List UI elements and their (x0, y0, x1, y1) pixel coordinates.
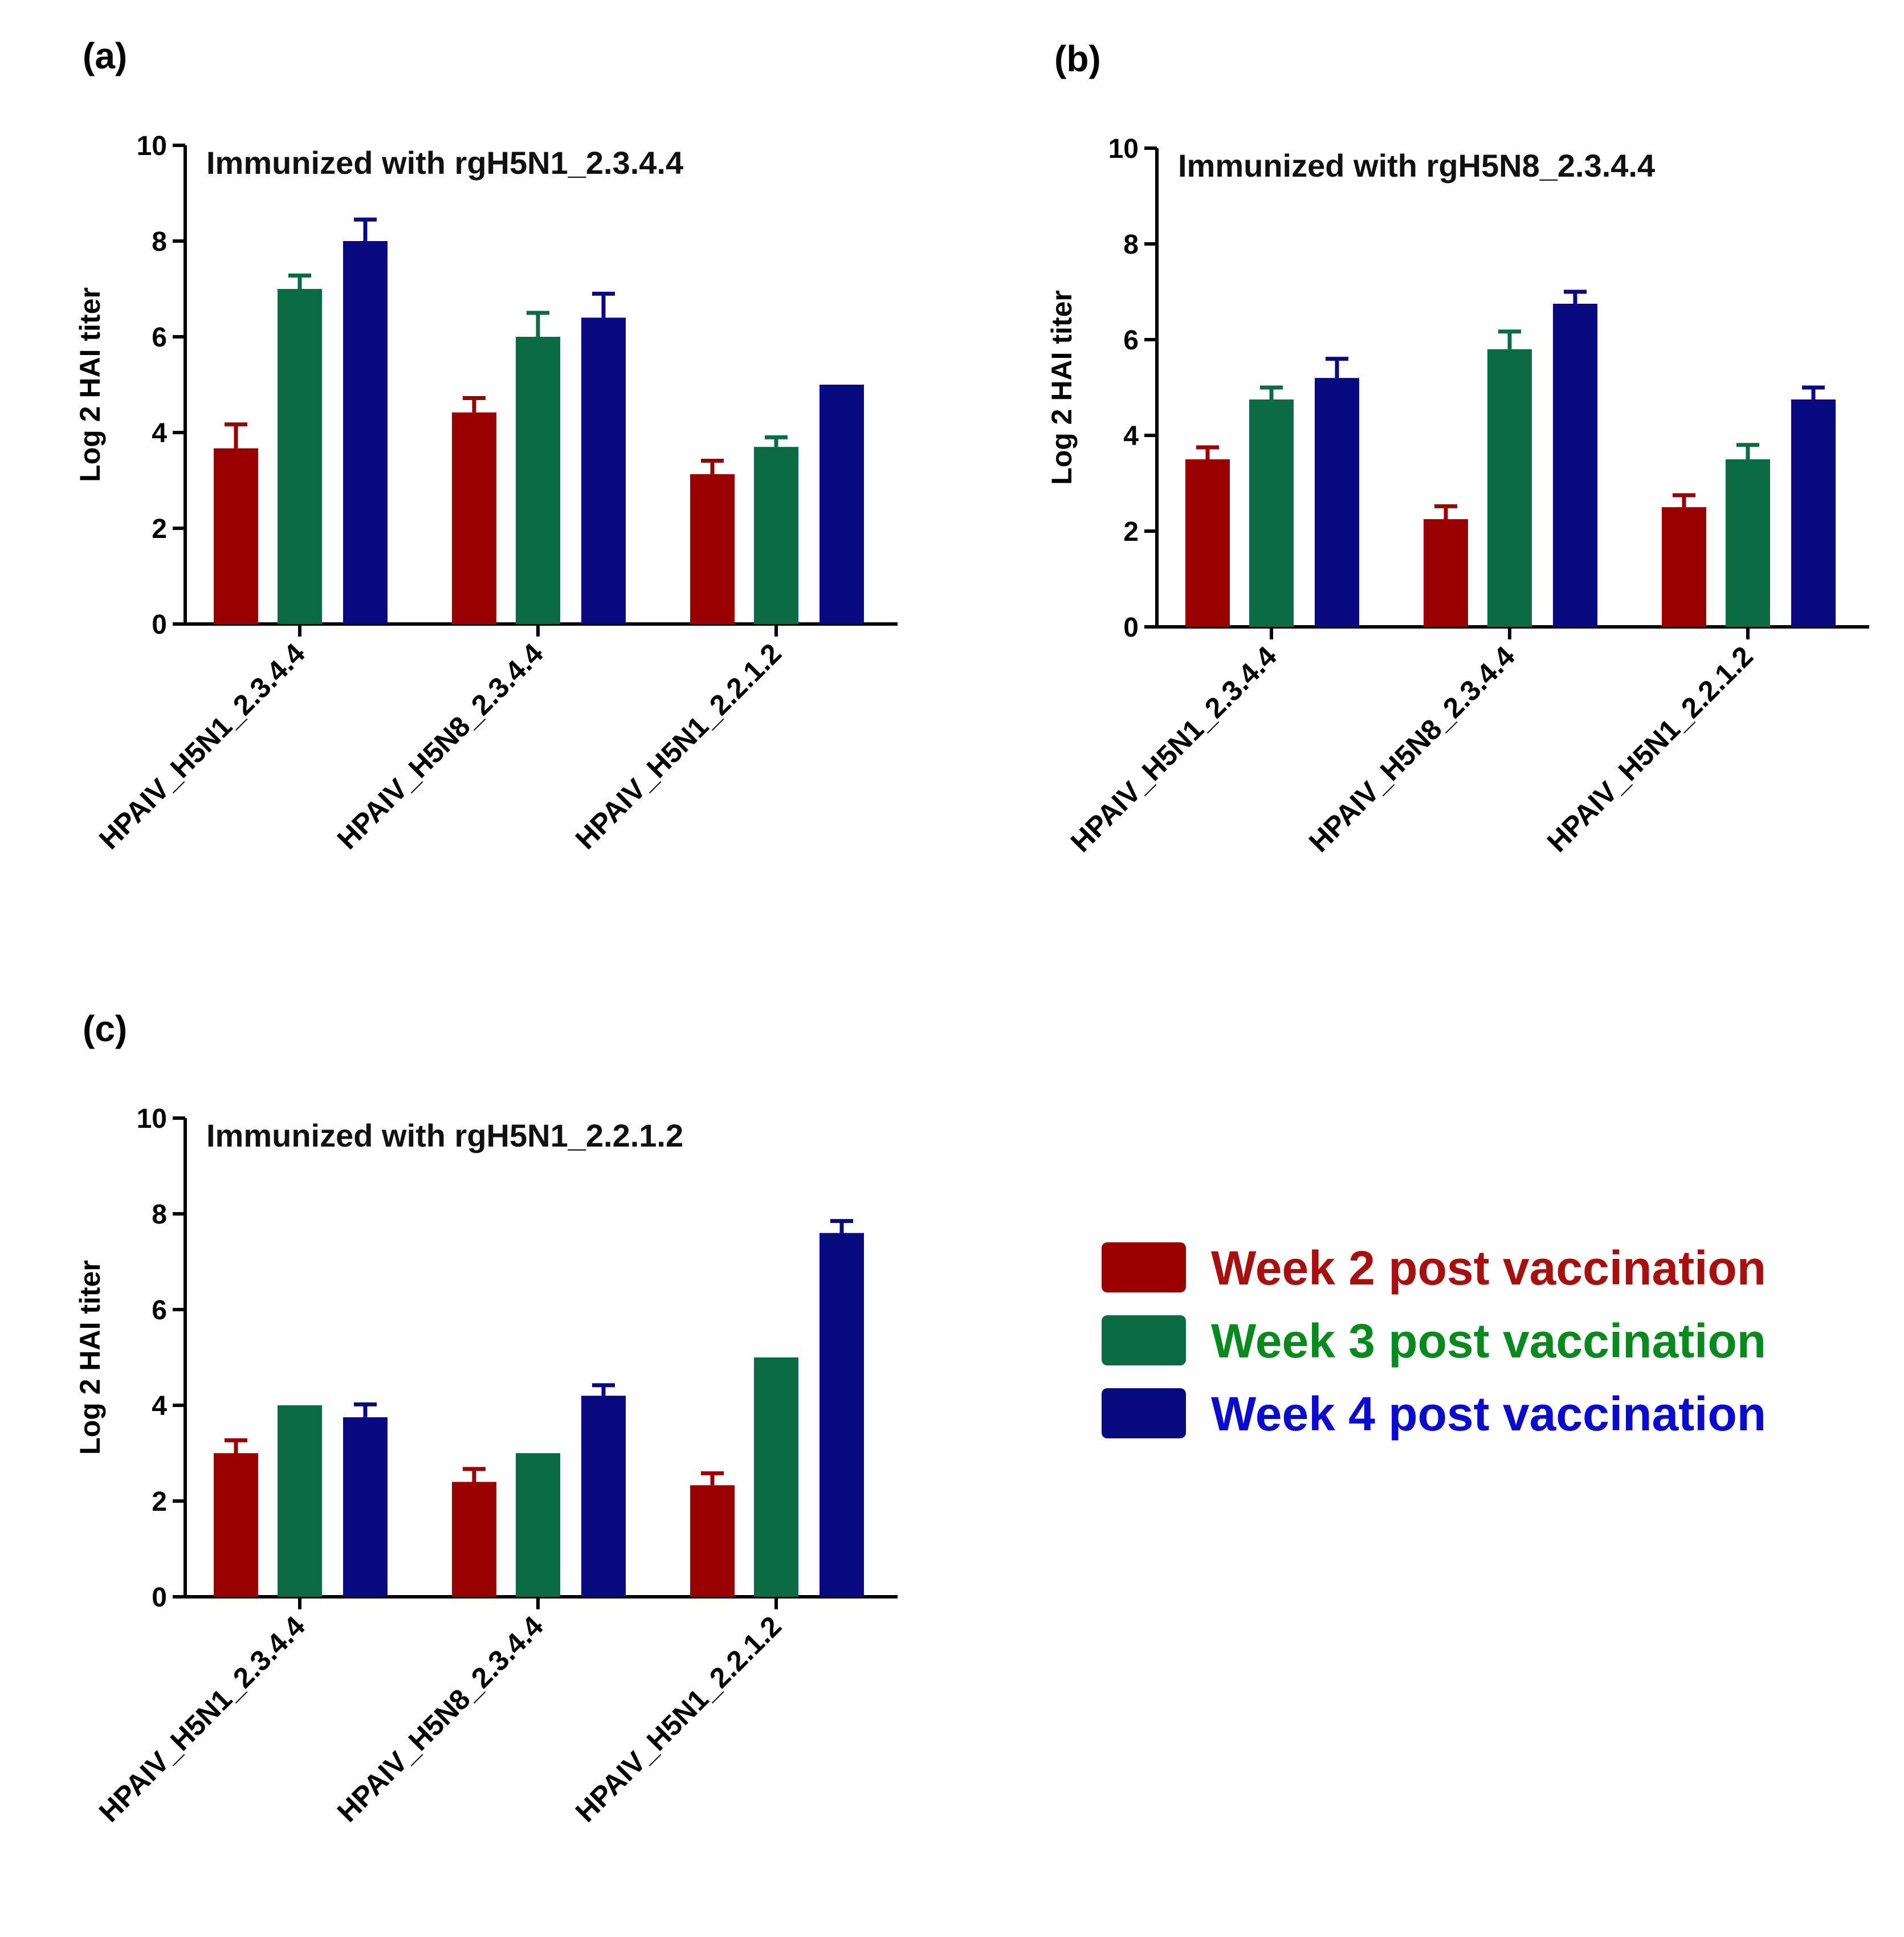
panel-label: (b) (1054, 38, 1101, 79)
bar-week-3-post-vaccination-3 (754, 447, 798, 624)
bar-week-2-post-vaccination-3 (690, 1485, 735, 1597)
x-tick-label: HPAIV_H5N1_2.2.1.2 (1541, 640, 1759, 858)
y-axis-label: Log 2 HAI titer (1046, 290, 1078, 485)
x-tick-label: HPAIV_H5N1_2.2.1.2 (569, 1610, 788, 1828)
y-tick-label: 8 (1123, 230, 1139, 260)
y-tick-label: 10 (1108, 134, 1139, 164)
bar-week-2-post-vaccination-2 (452, 1482, 496, 1597)
legend-label-2: Week 3 post vaccination (1211, 1314, 1766, 1368)
chart-title: Immunized with rgH5N1_2.2.1.2 (206, 1118, 683, 1153)
legend: Week 2 post vaccination Week 3 post vacci… (1102, 1241, 1766, 1441)
bar-week-3-post-vaccination-2 (516, 1453, 560, 1597)
bar-week-2-post-vaccination-1 (1185, 459, 1230, 627)
panel-label: (a) (83, 35, 127, 76)
bar-week-2-post-vaccination-2 (452, 412, 496, 624)
y-tick-label: 4 (152, 1391, 167, 1421)
y-axis-label: Log 2 HAI titer (74, 1260, 106, 1455)
x-tick-label: HPAIV_H5N8_2.3.4.4 (331, 637, 549, 855)
legend-swatch-1 (1102, 1242, 1186, 1292)
bar-week-4-post-vaccination-1 (343, 241, 388, 624)
chart-panel-2: (b) Immunized with rgH5N8_2.3.4.4 Log 2 HA… (1046, 38, 1869, 858)
y-tick-label: 2 (152, 514, 167, 544)
legend-label-1: Week 2 post vaccination (1211, 1241, 1766, 1295)
bar-week-4-post-vaccination-1 (343, 1417, 388, 1597)
bar-week-3-post-vaccination-3 (754, 1357, 798, 1597)
y-tick-label: 8 (152, 1200, 167, 1230)
chart-panel-3: (c) Immunized with rgH5N1_2.2.1.2 Log 2 HA… (74, 1008, 898, 1828)
y-tick-label: 0 (152, 610, 167, 640)
chart-panel-1: (a) Immunized with rgH5N1_2.3.4.4 Log 2 HA… (74, 35, 898, 855)
y-tick-label: 10 (137, 131, 167, 161)
x-tick-label: HPAIV_H5N1_2.3.4.4 (1065, 640, 1283, 858)
bar-week-4-post-vaccination-2 (1553, 304, 1597, 627)
legend-label-3: Week 4 post vaccination (1211, 1387, 1766, 1441)
x-tick-label: HPAIV_H5N1_2.3.4.4 (93, 1610, 311, 1828)
bar-week-3-post-vaccination-3 (1726, 459, 1770, 627)
y-tick-label: 8 (152, 227, 167, 257)
bar-week-2-post-vaccination-1 (214, 448, 258, 624)
bar-week-4-post-vaccination-3 (820, 385, 864, 624)
bar-week-2-post-vaccination-2 (1424, 519, 1468, 627)
legend-swatch-2 (1102, 1315, 1186, 1365)
y-tick-label: 6 (1123, 325, 1139, 356)
y-tick-label: 4 (1123, 421, 1139, 451)
bar-week-2-post-vaccination-3 (1662, 507, 1706, 627)
bar-week-2-post-vaccination-3 (690, 474, 735, 624)
chart-title: Immunized with rgH5N1_2.3.4.4 (206, 145, 683, 181)
bar-week-3-post-vaccination-2 (1487, 349, 1532, 627)
y-tick-label: 4 (152, 418, 167, 448)
bar-week-4-post-vaccination-1 (1315, 378, 1359, 627)
x-tick-label: HPAIV_H5N8_2.3.4.4 (1303, 640, 1521, 858)
bar-week-4-post-vaccination-3 (820, 1233, 864, 1597)
chart-title: Immunized with rgH5N8_2.3.4.4 (1178, 148, 1655, 183)
bar-week-3-post-vaccination-2 (516, 337, 560, 624)
bar-week-4-post-vaccination-3 (1791, 399, 1836, 627)
bar-week-3-post-vaccination-1 (278, 289, 322, 624)
bar-week-4-post-vaccination-2 (581, 1396, 626, 1597)
bar-week-3-post-vaccination-1 (278, 1405, 322, 1597)
x-tick-label: HPAIV_H5N8_2.3.4.4 (331, 1610, 549, 1828)
legend-swatch-3 (1102, 1388, 1186, 1438)
y-tick-label: 0 (1123, 613, 1139, 643)
x-tick-label: HPAIV_H5N1_2.2.1.2 (569, 637, 788, 855)
y-tick-label: 2 (1123, 517, 1139, 547)
bar-week-2-post-vaccination-1 (214, 1453, 258, 1597)
y-tick-label: 6 (152, 323, 167, 353)
y-tick-label: 0 (152, 1583, 167, 1613)
y-axis-label: Log 2 HAI titer (74, 287, 106, 482)
x-tick-label: HPAIV_H5N1_2.3.4.4 (93, 637, 311, 855)
y-tick-label: 2 (152, 1487, 167, 1517)
y-tick-label: 10 (137, 1104, 167, 1134)
bar-week-4-post-vaccination-2 (581, 317, 626, 624)
panel-label: (c) (83, 1008, 127, 1049)
y-tick-label: 6 (152, 1295, 167, 1326)
bar-week-3-post-vaccination-1 (1249, 399, 1294, 627)
